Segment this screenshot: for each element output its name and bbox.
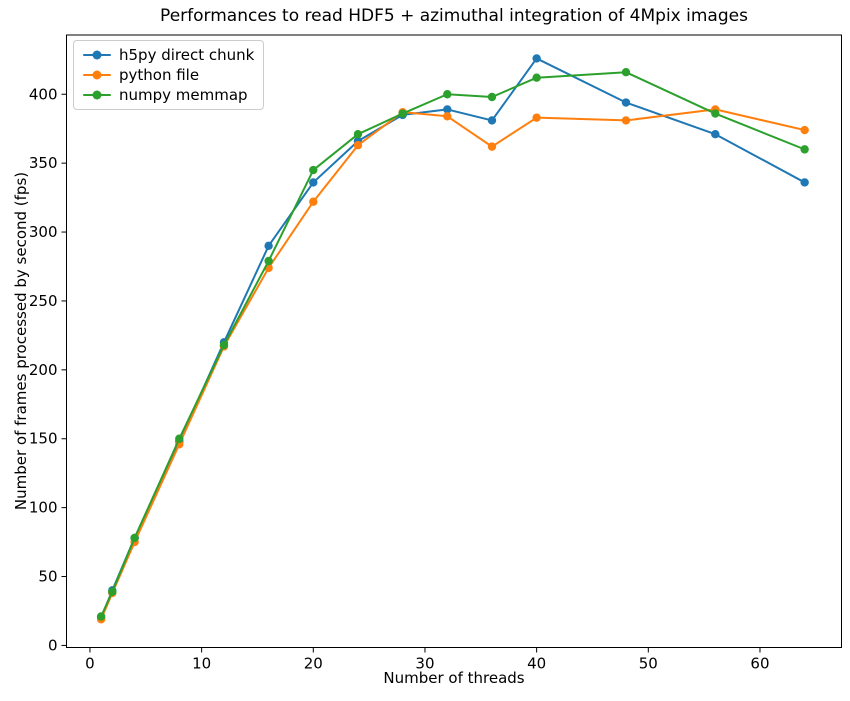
x-tick-label: 40 (527, 655, 546, 673)
data-point-h5py-direct-chunk (443, 105, 452, 114)
data-line-numpy-memmap (100, 71, 806, 618)
data-point-h5py-direct-chunk (621, 98, 631, 107)
x-tick-label: 20 (304, 655, 323, 673)
y-tick-label: 50 (38, 568, 57, 586)
data-point-python-file (800, 125, 809, 135)
legend-label: numpy memmap (119, 86, 248, 104)
legend-dot-green (92, 90, 102, 100)
x-tick-label: 0 (85, 655, 95, 673)
y-tick-label: 100 (29, 499, 58, 517)
data-point-python-file (443, 112, 452, 121)
legend-dot-orange (92, 70, 102, 80)
legend-line-marker-green (83, 90, 111, 100)
x-tick-label: 30 (415, 655, 434, 673)
data-point-h5py-direct-chunk (264, 241, 273, 251)
x-tick-label: 50 (639, 655, 658, 673)
data-point-numpy-memmap (398, 109, 407, 118)
legend-dot-blue (92, 50, 102, 60)
y-tick-label: 250 (29, 292, 58, 310)
y-tick-label: 400 (29, 85, 58, 103)
data-point-numpy-memmap (800, 145, 809, 154)
legend-line-marker-blue (83, 50, 111, 60)
data-point-numpy-memmap (130, 533, 139, 543)
data-point-h5py-direct-chunk (711, 130, 720, 139)
x-axis-label: Number of threads (383, 669, 525, 687)
data-point-numpy-memmap (487, 92, 497, 102)
y-tick-label: 300 (29, 223, 58, 241)
legend-label: h5py direct chunk (119, 46, 255, 64)
axes-frame (66, 34, 842, 648)
data-point-numpy-memmap (621, 68, 631, 77)
legend: h5py direct chunk python file numpy memm… (73, 40, 265, 110)
data-point-numpy-memmap (219, 340, 229, 350)
data-point-python-file (621, 116, 631, 125)
chart-title: Performances to read HDF5 + azimuthal in… (160, 6, 748, 26)
data-point-numpy-memmap (353, 130, 363, 139)
data-point-python-file (532, 113, 541, 122)
y-axis-label: Number of frames processed by second (fp… (12, 171, 30, 511)
data-point-h5py-direct-chunk (532, 54, 541, 63)
x-tick-label: 60 (750, 655, 769, 673)
y-tick-label: 150 (29, 430, 58, 448)
data-point-numpy-memmap (309, 165, 318, 175)
data-point-numpy-memmap (96, 612, 106, 621)
data-point-python-file (353, 141, 363, 150)
data-point-h5py-direct-chunk (309, 178, 318, 187)
data-point-python-file (487, 142, 497, 151)
y-tick-label: 0 (48, 636, 58, 654)
data-point-numpy-memmap (108, 587, 117, 596)
data-point-h5py-direct-chunk (487, 116, 497, 125)
legend-label: python file (119, 66, 200, 84)
x-tick-label: 10 (192, 655, 211, 673)
data-line-python-file (100, 108, 806, 621)
data-point-python-file (309, 197, 318, 206)
data-point-numpy-memmap (711, 109, 720, 118)
legend-item-h5py-direct-chunk: h5py direct chunk (83, 45, 254, 65)
data-point-numpy-memmap (532, 73, 541, 82)
legend-item-python-file: python file (83, 65, 254, 85)
y-tick-label: 200 (29, 361, 58, 379)
y-tick-label: 350 (29, 154, 58, 172)
data-point-numpy-memmap (175, 434, 184, 443)
data-point-h5py-direct-chunk (800, 178, 809, 187)
data-line-h5py-direct-chunk (100, 57, 806, 619)
data-point-numpy-memmap (443, 90, 452, 99)
legend-item-numpy-memmap: numpy memmap (83, 85, 254, 105)
data-point-numpy-memmap (264, 256, 273, 266)
legend-line-marker-orange (83, 70, 111, 80)
